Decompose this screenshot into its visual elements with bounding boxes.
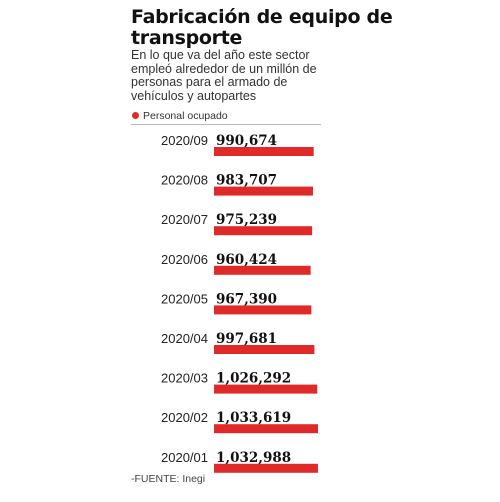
value-label: 967,390 (216, 291, 277, 307)
value-label: 990,674 (216, 133, 277, 149)
period-label: 2020/06 (161, 252, 208, 267)
period-label: 2020/09 (161, 133, 208, 148)
bar-row: 2020/07 975,239 (161, 212, 313, 236)
bar (214, 265, 311, 275)
period-label: 2020/07 (161, 212, 208, 227)
bar (214, 463, 318, 473)
chart-subtitle: En lo que va del año este sector empleó … (131, 48, 317, 103)
value-label: 997,681 (216, 331, 277, 347)
bar (214, 186, 313, 196)
legend-swatch (132, 112, 139, 119)
chart-title: Fabricación de equipo de transporte (131, 6, 393, 49)
source-note: -FUENTE: Inegi (131, 473, 206, 485)
period-label: 2020/05 (161, 291, 208, 306)
bar (214, 147, 314, 156)
bar-row: 2020/05 967,390 (161, 291, 312, 315)
legend-label: Personal ocupado (143, 110, 228, 122)
period-label: 2020/04 (161, 331, 208, 346)
value-label: 983,707 (216, 173, 277, 189)
bar (214, 384, 318, 394)
value-label: 1,033,619 (216, 410, 291, 426)
period-label: 2020/01 (161, 450, 208, 465)
value-label: 975,239 (216, 212, 277, 228)
period-label: 2020/03 (161, 371, 208, 386)
bar (214, 424, 318, 434)
bar-row: 2020/01 1,032,988 (161, 450, 318, 473)
period-label: 2020/08 (161, 173, 208, 188)
bar-row: 2020/09 990,674 (161, 133, 314, 156)
bar-row: 2020/06 960,424 (161, 252, 311, 275)
bar-row: 2020/04 997,681 (161, 331, 315, 354)
bar-row: 2020/08 983,707 (161, 173, 313, 196)
value-label: 1,032,988 (216, 450, 291, 466)
bar-row: 2020/02 1,033,619 (161, 410, 318, 434)
value-label: 960,424 (216, 252, 277, 268)
legend: Personal ocupado (131, 110, 321, 125)
bar (214, 226, 313, 236)
bar (214, 345, 315, 354)
bar (214, 305, 312, 315)
bar-row: 2020/03 1,026,292 (161, 371, 318, 394)
period-label: 2020/02 (161, 410, 208, 425)
value-label: 1,026,292 (216, 371, 291, 387)
